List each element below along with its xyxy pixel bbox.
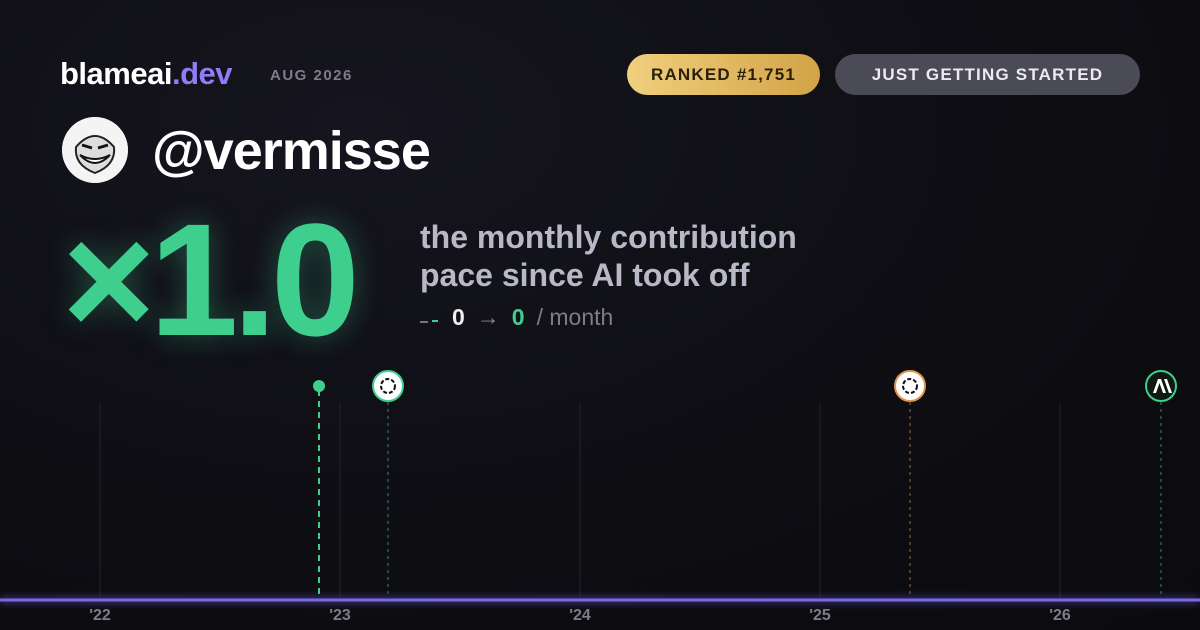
avatar [62,117,128,183]
from-value: 0 [452,304,465,330]
brand-tld: .dev [171,56,233,91]
year-label: '26 [1049,607,1071,624]
timeline: '22 '23 '24 '25 '26 [0,370,1200,624]
status-badge: JUST GETTING STARTED [835,54,1140,95]
to-value: 0 [511,304,525,330]
arrow: → [476,304,500,330]
multiplier: ×1.0 [62,190,360,369]
year-label: '24 [569,607,591,624]
icon-glyph [380,378,396,394]
brand: blameai.dev [60,56,232,92]
icon-glyph [902,378,918,394]
handle: @vermisse [152,121,431,181]
caption: the monthly contribution [420,219,797,255]
year-label: '25 [809,607,831,624]
sparkline [420,319,438,323]
year-label: '22 [89,607,111,624]
event-icon [372,370,404,402]
markers [313,370,1177,598]
caption: pace since AI took off [420,257,750,293]
brand-name: blameai [60,56,172,91]
rank-badge: RANKED #1,751 [627,54,820,95]
icon-glyph [1153,379,1172,393]
start-dot [313,380,325,392]
event-icon [894,370,926,402]
year-label: '23 [329,607,351,624]
unit: / month [536,304,614,330]
date: AUG 2026 [270,67,353,84]
pace-row: 0 → 0 / month [420,304,613,331]
